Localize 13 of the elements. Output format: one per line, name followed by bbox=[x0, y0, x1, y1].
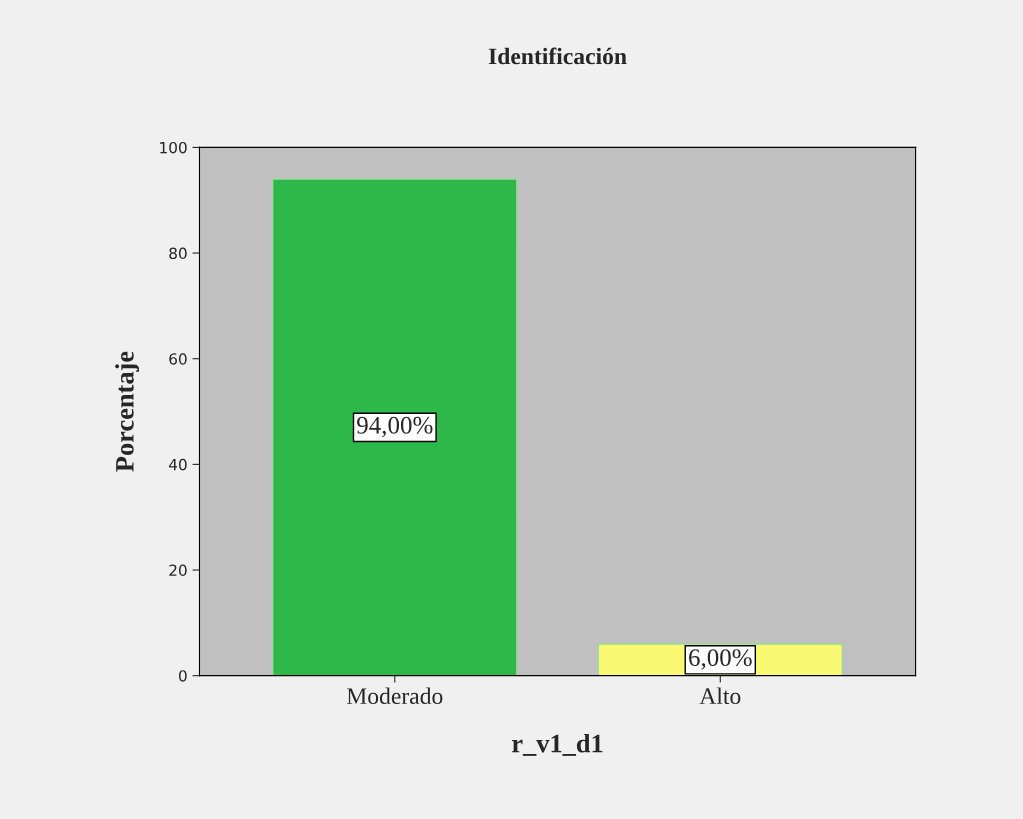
x-tick-label: Moderado bbox=[346, 687, 443, 705]
y-tick-label: 100 bbox=[160, 141, 187, 154]
y-axis-title: Porcentaje bbox=[115, 351, 140, 472]
y-tick-label: 0 bbox=[178, 670, 187, 682]
data-label: 94,00% bbox=[357, 416, 433, 438]
chart-title: Identificación bbox=[488, 47, 627, 65]
x-axis-title: r_v1_d1 bbox=[512, 733, 603, 756]
data-label: 6,00% bbox=[689, 649, 752, 670]
y-tick-label: 20 bbox=[169, 564, 187, 577]
x-tick-label: Alto bbox=[699, 687, 741, 705]
y-tick-label: 40 bbox=[168, 458, 187, 471]
y-tick-label: 80 bbox=[169, 247, 187, 260]
y-tick-label: 60 bbox=[169, 353, 187, 365]
